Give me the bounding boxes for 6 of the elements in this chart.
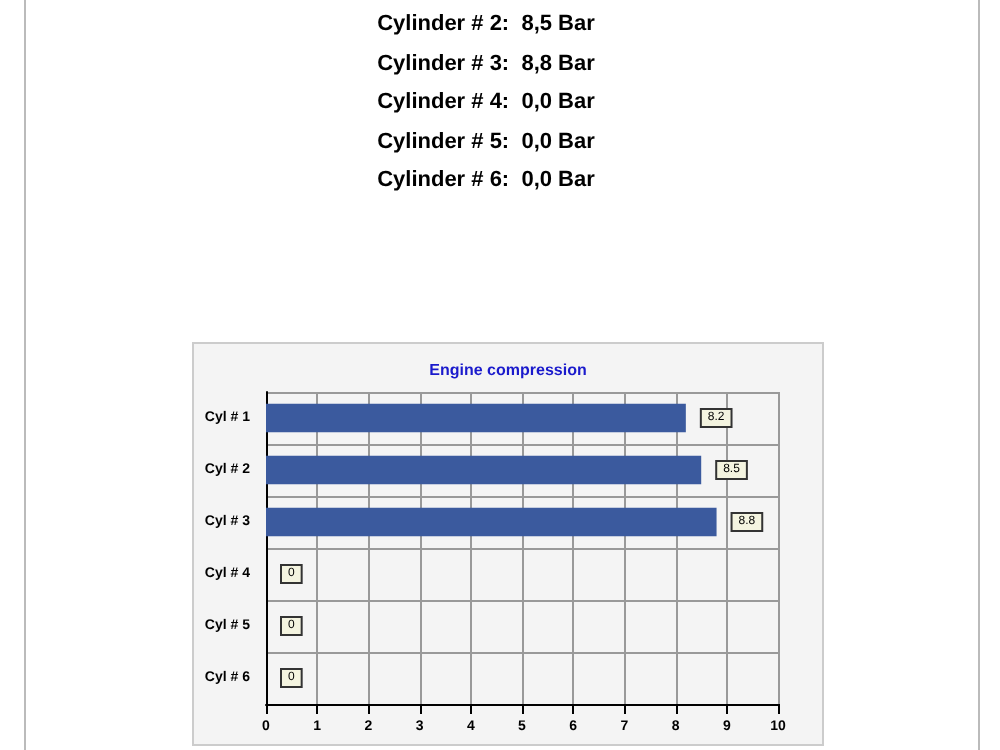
text: Cylinder # 2: 8,5 Bar [375, 10, 597, 40]
text: Cylinder # 5: 0,0 Bar [375, 127, 597, 157]
text: Cylinder # 6: 0,0 Bar [375, 166, 597, 196]
text: Cylinder # 3: 8,8 Bar [375, 49, 597, 79]
text: Cylinder # 4: 0,0 Bar [375, 88, 597, 118]
chart-title: Engine compression [429, 361, 587, 379]
